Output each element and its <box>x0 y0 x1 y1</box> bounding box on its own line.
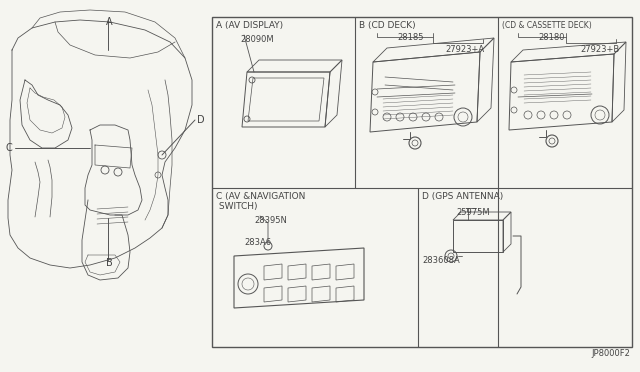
Text: A (AV DISPLAY): A (AV DISPLAY) <box>216 21 283 30</box>
Text: B: B <box>106 258 113 268</box>
Text: D (GPS ANTENNA): D (GPS ANTENNA) <box>422 192 503 201</box>
Text: 27923+A: 27923+A <box>446 45 485 54</box>
Text: 28185: 28185 <box>397 33 424 42</box>
Text: 28180: 28180 <box>538 33 564 42</box>
Text: C (AV &NAVIGATION: C (AV &NAVIGATION <box>216 192 305 201</box>
Text: 283608A: 283608A <box>422 256 460 265</box>
Text: 283A6: 283A6 <box>244 238 271 247</box>
Text: C: C <box>5 143 12 153</box>
Text: 27923+B: 27923+B <box>580 45 620 54</box>
Text: 25975M: 25975M <box>456 208 490 217</box>
Text: (CD & CASSETTE DECK): (CD & CASSETTE DECK) <box>502 21 592 30</box>
Text: 28395N: 28395N <box>254 216 287 225</box>
Text: A: A <box>106 17 112 27</box>
Text: SWITCH): SWITCH) <box>216 202 257 211</box>
Text: B (CD DECK): B (CD DECK) <box>359 21 415 30</box>
Text: 28090M: 28090M <box>240 35 274 44</box>
Text: D: D <box>197 115 205 125</box>
Bar <box>212 17 632 347</box>
Text: JP8000F2: JP8000F2 <box>591 349 630 358</box>
